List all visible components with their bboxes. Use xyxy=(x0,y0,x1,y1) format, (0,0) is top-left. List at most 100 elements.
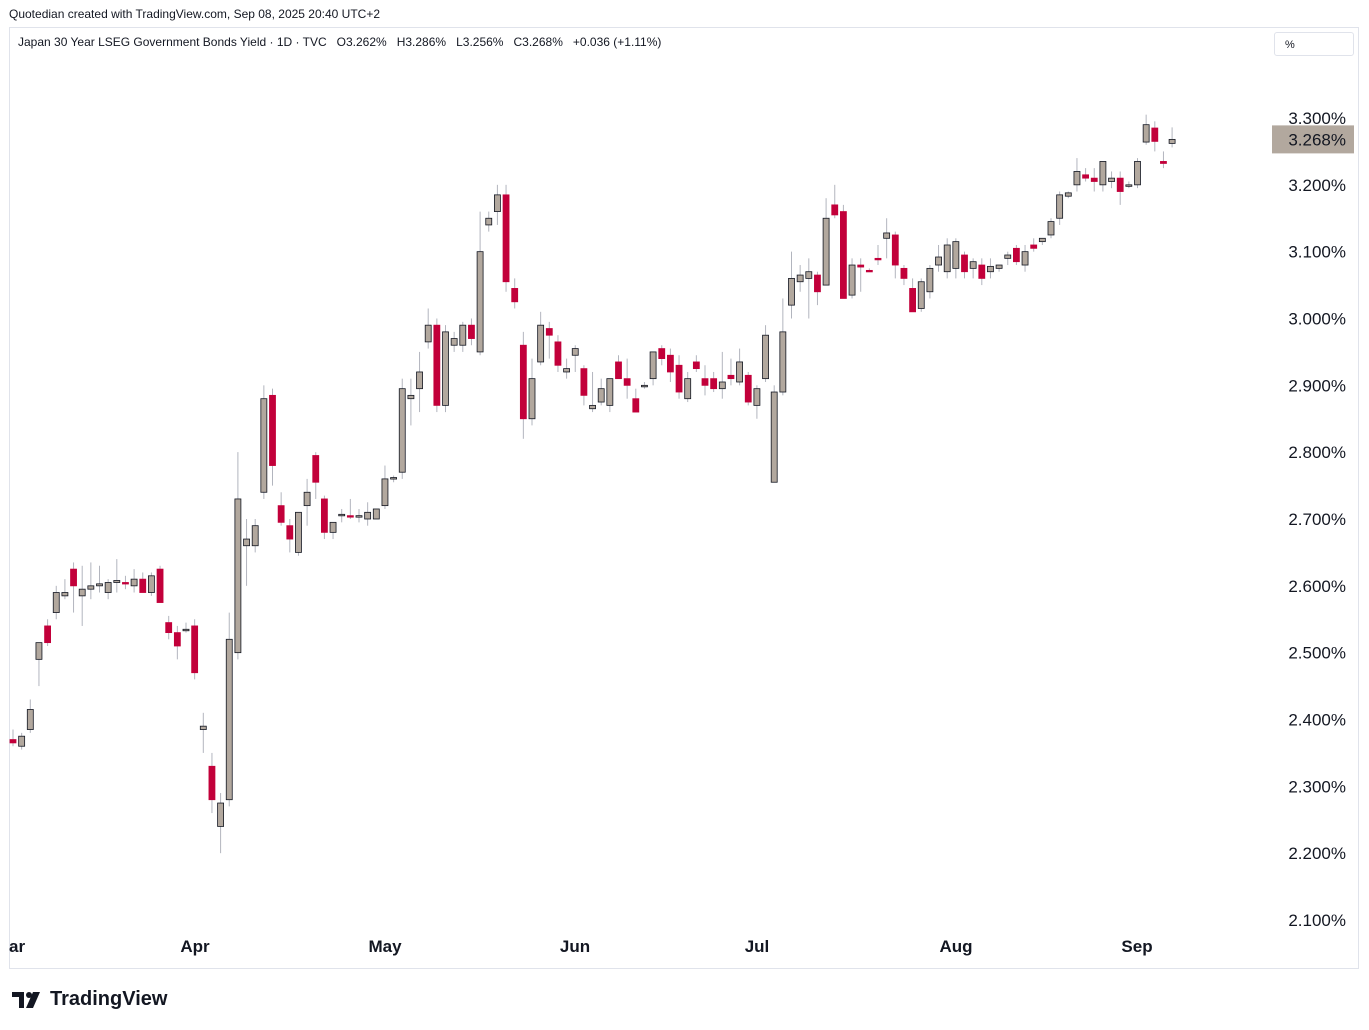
candle[interactable] xyxy=(1134,158,1141,189)
candle[interactable] xyxy=(1004,251,1012,266)
candle[interactable] xyxy=(61,579,69,600)
candle[interactable] xyxy=(251,519,259,553)
candle[interactable] xyxy=(537,311,545,366)
candle[interactable] xyxy=(917,278,925,312)
candle[interactable] xyxy=(173,625,181,660)
candle[interactable] xyxy=(615,355,622,380)
candle[interactable] xyxy=(416,351,423,413)
candle[interactable] xyxy=(658,345,666,366)
candle[interactable] xyxy=(857,258,865,292)
tradingview-brand[interactable]: TradingView xyxy=(12,988,167,1011)
candle[interactable] xyxy=(52,585,60,620)
candle[interactable] xyxy=(943,238,951,279)
candle[interactable] xyxy=(571,345,579,372)
candle[interactable] xyxy=(554,335,562,372)
candle[interactable] xyxy=(364,502,372,526)
candle[interactable] xyxy=(961,251,968,279)
candle[interactable] xyxy=(243,519,250,586)
candle[interactable] xyxy=(1108,171,1115,189)
candle[interactable] xyxy=(113,559,121,593)
candle[interactable] xyxy=(44,619,51,646)
candle[interactable] xyxy=(1038,237,1046,245)
candle[interactable] xyxy=(493,184,501,225)
candle[interactable] xyxy=(424,308,432,349)
candle[interactable] xyxy=(1021,244,1029,272)
candle[interactable] xyxy=(303,478,311,526)
candle[interactable] xyxy=(156,565,164,603)
candle[interactable] xyxy=(338,508,346,523)
candle[interactable] xyxy=(165,615,173,640)
candle[interactable] xyxy=(1013,244,1020,266)
unit-selector[interactable]: % xyxy=(1274,32,1354,56)
candle[interactable] xyxy=(519,331,527,439)
candle[interactable] xyxy=(346,498,354,519)
candle[interactable] xyxy=(1160,151,1167,169)
candle[interactable] xyxy=(788,251,795,319)
candle[interactable] xyxy=(122,575,129,590)
candle[interactable] xyxy=(814,271,821,306)
candle[interactable] xyxy=(874,244,882,266)
candle[interactable] xyxy=(286,519,294,553)
candle[interactable] xyxy=(1142,114,1150,145)
candle[interactable] xyxy=(848,258,856,299)
candle[interactable] xyxy=(139,572,147,593)
candle[interactable] xyxy=(641,381,648,389)
candle[interactable] xyxy=(770,385,778,483)
candle[interactable] xyxy=(199,712,207,753)
candle[interactable] xyxy=(9,729,17,747)
candle[interactable] xyxy=(269,388,276,486)
candle[interactable] xyxy=(969,258,977,279)
candle[interactable] xyxy=(649,351,657,386)
candle[interactable] xyxy=(701,365,709,396)
candle[interactable] xyxy=(407,378,415,426)
candle[interactable] xyxy=(450,331,458,352)
candle[interactable] xyxy=(1168,127,1176,148)
candle[interactable] xyxy=(623,358,631,399)
candle[interactable] xyxy=(1125,181,1133,189)
candle[interactable] xyxy=(295,511,302,556)
candle[interactable] xyxy=(476,211,484,356)
candle[interactable] xyxy=(104,579,112,600)
candle[interactable] xyxy=(692,355,700,372)
candle[interactable] xyxy=(1047,218,1055,239)
candle[interactable] xyxy=(511,278,519,309)
candle[interactable] xyxy=(433,318,441,413)
candle[interactable] xyxy=(667,348,674,382)
candle[interactable] xyxy=(1073,158,1081,192)
candle[interactable] xyxy=(1090,168,1098,192)
candle[interactable] xyxy=(900,265,908,286)
candle[interactable] xyxy=(805,258,813,319)
candle[interactable] xyxy=(1064,191,1072,199)
candle[interactable] xyxy=(779,298,787,396)
candle[interactable] xyxy=(675,355,683,399)
candle[interactable] xyxy=(372,508,380,520)
candle[interactable] xyxy=(312,452,320,499)
candle[interactable] xyxy=(545,321,553,359)
candle[interactable] xyxy=(225,612,233,807)
candle[interactable] xyxy=(381,465,389,509)
candle[interactable] xyxy=(589,371,596,413)
candle[interactable] xyxy=(684,371,692,403)
candle[interactable] xyxy=(1056,191,1064,225)
candle[interactable] xyxy=(736,348,743,386)
candle[interactable] xyxy=(459,321,467,352)
candle[interactable] xyxy=(528,358,536,426)
candle[interactable] xyxy=(26,699,34,733)
candle[interactable] xyxy=(217,793,225,854)
candle[interactable] xyxy=(744,371,752,406)
candle[interactable] xyxy=(208,752,216,814)
candle[interactable] xyxy=(260,385,268,499)
candle[interactable] xyxy=(1030,238,1038,252)
candle[interactable] xyxy=(87,562,95,600)
candle[interactable] xyxy=(753,385,761,419)
candle[interactable] xyxy=(909,278,916,313)
candle[interactable] xyxy=(18,732,26,750)
candle[interactable] xyxy=(390,475,398,483)
candle[interactable] xyxy=(606,378,614,413)
candle[interactable] xyxy=(78,565,86,626)
candle[interactable] xyxy=(926,265,934,299)
candle[interactable] xyxy=(796,265,804,292)
candle[interactable] xyxy=(1151,121,1159,152)
candle[interactable] xyxy=(1082,168,1089,182)
candle[interactable] xyxy=(891,231,899,279)
